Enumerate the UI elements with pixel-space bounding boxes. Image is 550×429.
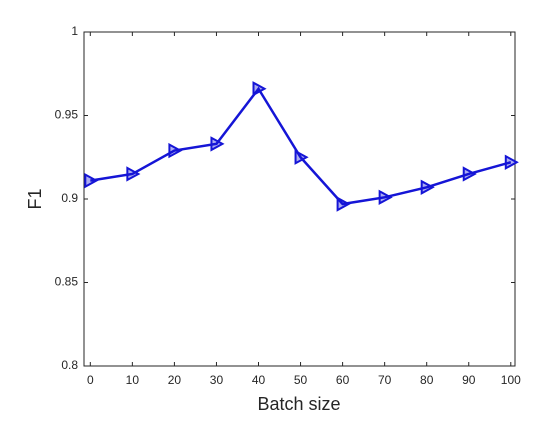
- marker: [420, 179, 435, 195]
- marker: [126, 166, 141, 182]
- y-tick-label: 0.9: [61, 191, 78, 205]
- marker: [378, 189, 393, 206]
- marker: [168, 142, 183, 159]
- marker: [210, 136, 225, 152]
- x-tick-label: 20: [168, 373, 182, 387]
- plot-frame: [83, 31, 516, 367]
- marker: [252, 81, 267, 97]
- marker: [84, 172, 99, 189]
- x-tick-label: 0: [87, 373, 94, 387]
- x-tick-label: 50: [294, 373, 308, 387]
- x-tick-label: 30: [210, 373, 224, 387]
- y-tick-label: 0.85: [55, 275, 79, 289]
- marker: [294, 149, 309, 165]
- x-tick-label: 10: [126, 373, 140, 387]
- x-tick-label: 80: [420, 373, 434, 387]
- x-tick-label: 70: [378, 373, 392, 387]
- marker: [336, 196, 351, 212]
- x-tick-label: 60: [336, 373, 350, 387]
- x-tick-label: 40: [252, 373, 266, 387]
- y-tick-label: 0.8: [61, 358, 78, 372]
- x-tick-label: 90: [462, 373, 476, 387]
- y-axis-title: F1: [25, 188, 45, 209]
- x-tick-label: 100: [501, 373, 521, 387]
- marker: [504, 154, 519, 170]
- y-tick-label: 0.95: [55, 108, 79, 122]
- marker: [462, 166, 477, 182]
- y-tick-label: 1: [71, 24, 78, 38]
- line: [90, 86, 512, 206]
- x-axis-title: Batch size: [257, 394, 340, 414]
